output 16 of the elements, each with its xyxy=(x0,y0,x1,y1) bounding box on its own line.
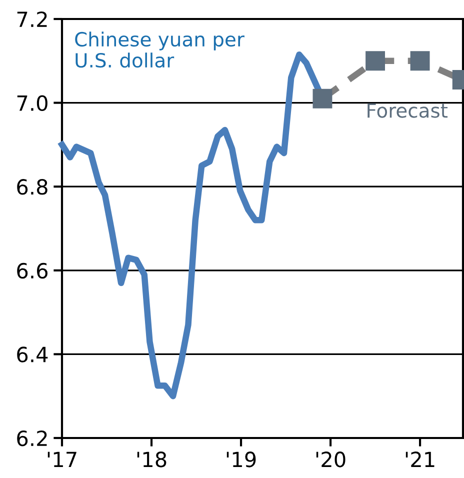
x-tick-label: '19 xyxy=(226,452,256,468)
y-tick-label: 6.2 xyxy=(17,430,47,446)
x-tick-label: '20 xyxy=(316,452,346,468)
y-tick-label: 6.6 xyxy=(17,262,48,279)
point xyxy=(312,88,332,108)
point xyxy=(366,51,386,71)
x-tick-label: '17 xyxy=(48,452,76,468)
y-tick-label: 7.0 xyxy=(17,95,48,112)
y-tick-label: 6.4 xyxy=(17,346,48,362)
y-tick-label: 7.2 xyxy=(17,11,47,27)
text: Chinese yuan per U.S. dollar xyxy=(75,32,244,68)
point xyxy=(410,51,430,71)
x-tick-label: '18 xyxy=(137,452,166,468)
y-tick-label: 6.8 xyxy=(17,179,48,195)
x-tick-label: '21 xyxy=(406,452,434,468)
series-label: Forecast xyxy=(368,103,448,118)
